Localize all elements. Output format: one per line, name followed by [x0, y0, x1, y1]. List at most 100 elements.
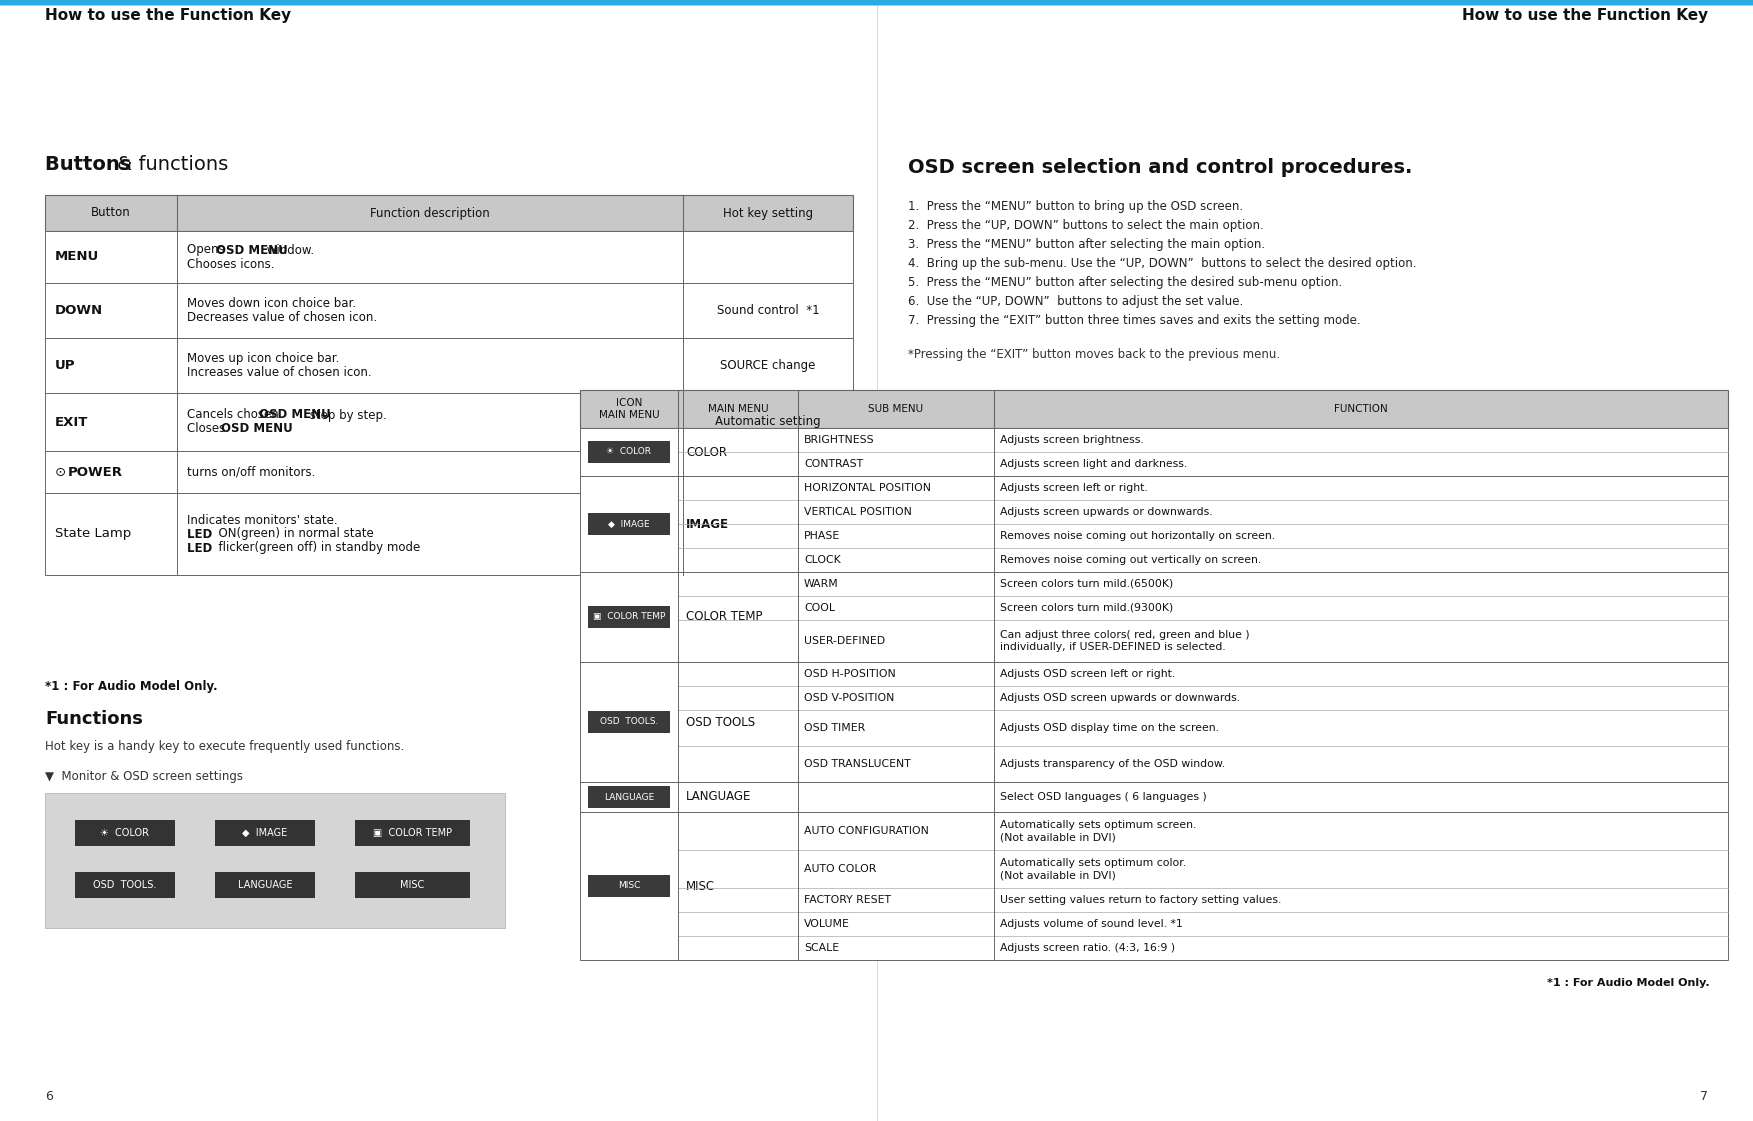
Bar — [587, 711, 670, 733]
Text: Hot key setting: Hot key setting — [722, 206, 813, 220]
Text: OSD TRANSLUCENT: OSD TRANSLUCENT — [805, 759, 912, 769]
Text: 6: 6 — [46, 1090, 53, 1103]
Text: User setting values return to factory setting values.: User setting values return to factory se… — [999, 895, 1281, 905]
Text: (Not available in DVI): (Not available in DVI) — [999, 871, 1117, 880]
Bar — [580, 663, 1728, 782]
Text: Adjusts OSD display time on the screen.: Adjusts OSD display time on the screen. — [999, 723, 1218, 733]
Text: individually, if USER-DEFINED is selected.: individually, if USER-DEFINED is selecte… — [999, 642, 1225, 652]
Bar — [580, 812, 1728, 960]
Text: MISC: MISC — [685, 880, 715, 892]
Text: Adjusts OSD screen upwards or downwards.: Adjusts OSD screen upwards or downwards. — [999, 693, 1239, 703]
Text: 7: 7 — [1700, 1090, 1707, 1103]
Text: 2.  Press the “UP, DOWN” buttons to select the main option.: 2. Press the “UP, DOWN” buttons to selec… — [908, 219, 1264, 232]
Text: Adjusts OSD screen left or right.: Adjusts OSD screen left or right. — [999, 669, 1175, 679]
Bar — [216, 819, 316, 846]
Text: step by step.: step by step. — [307, 408, 387, 421]
Text: Adjusts screen brightness.: Adjusts screen brightness. — [999, 435, 1143, 445]
Text: 7.  Pressing the “EXIT” button three times saves and exits the setting mode.: 7. Pressing the “EXIT” button three time… — [908, 314, 1360, 327]
Text: Automatically sets optimum screen.: Automatically sets optimum screen. — [999, 819, 1196, 830]
Text: OSD  TOOLS.: OSD TOOLS. — [93, 880, 156, 890]
Text: HORIZONTAL POSITION: HORIZONTAL POSITION — [805, 483, 931, 493]
Text: Chooses icons.: Chooses icons. — [188, 258, 275, 270]
Bar — [587, 441, 670, 463]
Text: ◆  IMAGE: ◆ IMAGE — [242, 828, 287, 839]
Text: Adjusts screen upwards or downwards.: Adjusts screen upwards or downwards. — [999, 507, 1213, 517]
Text: 3.  Press the “MENU” button after selecting the main option.: 3. Press the “MENU” button after selecti… — [908, 238, 1266, 251]
Text: Closes: Closes — [188, 423, 230, 435]
Text: ⊙: ⊙ — [54, 465, 67, 479]
Text: Decreases value of chosen icon.: Decreases value of chosen icon. — [188, 311, 377, 324]
Text: MAIN MENU: MAIN MENU — [708, 404, 768, 414]
Text: VERTICAL POSITION: VERTICAL POSITION — [805, 507, 912, 517]
Text: State Lamp: State Lamp — [54, 528, 131, 540]
Text: ◆  IMAGE: ◆ IMAGE — [608, 519, 650, 528]
Text: Buttons: Buttons — [46, 155, 138, 174]
Bar — [75, 819, 175, 846]
Text: *1 : For Audio Model Only.: *1 : For Audio Model Only. — [46, 680, 217, 693]
Text: *Pressing the “EXIT” button moves back to the previous menu.: *Pressing the “EXIT” button moves back t… — [908, 348, 1280, 361]
Bar — [46, 451, 854, 493]
Text: BRIGHTNESS: BRIGHTNESS — [805, 435, 875, 445]
Text: How to use the Function Key: How to use the Function Key — [46, 8, 291, 24]
Text: MAIN MENU: MAIN MENU — [600, 409, 659, 419]
Bar — [75, 872, 175, 898]
Text: ON(green) in normal state: ON(green) in normal state — [210, 528, 373, 540]
Text: LED: LED — [188, 528, 221, 540]
Text: Screen colors turn mild.(9300K): Screen colors turn mild.(9300K) — [999, 603, 1173, 613]
Text: Cancels chosen: Cancels chosen — [188, 408, 282, 421]
Text: SCALE: SCALE — [805, 943, 840, 953]
Text: OSD MENU: OSD MENU — [216, 243, 287, 257]
Text: *1 : For Audio Model Only.: *1 : For Audio Model Only. — [1548, 978, 1709, 988]
Bar — [356, 872, 470, 898]
Text: ▼  Monitor & OSD screen settings: ▼ Monitor & OSD screen settings — [46, 770, 244, 782]
Text: ICON: ICON — [615, 398, 642, 408]
Text: AUTO COLOR: AUTO COLOR — [805, 864, 876, 874]
Text: DOWN: DOWN — [54, 304, 103, 317]
Text: LED: LED — [188, 541, 221, 555]
Text: AUTO CONFIGURATION: AUTO CONFIGURATION — [805, 826, 929, 836]
Text: & functions: & functions — [117, 155, 228, 174]
Text: 6.  Use the “UP, DOWN”  buttons to adjust the set value.: 6. Use the “UP, DOWN” buttons to adjust … — [908, 295, 1243, 308]
Text: OSD MENU: OSD MENU — [259, 408, 331, 421]
Text: OSD V-POSITION: OSD V-POSITION — [805, 693, 894, 703]
Text: UP: UP — [54, 359, 75, 372]
Text: 5.  Press the “MENU” button after selecting the desired sub-menu option.: 5. Press the “MENU” button after selecti… — [908, 276, 1343, 289]
Text: Sound control  *1: Sound control *1 — [717, 304, 819, 317]
Text: LANGUAGE: LANGUAGE — [603, 793, 654, 802]
Text: SUB MENU: SUB MENU — [868, 404, 924, 414]
Bar — [580, 476, 1728, 572]
Bar — [46, 339, 854, 393]
Bar — [46, 493, 854, 575]
Text: Hot key is a handy key to execute frequently used functions.: Hot key is a handy key to execute freque… — [46, 740, 405, 753]
Text: Removes noise coming out horizontally on screen.: Removes noise coming out horizontally on… — [999, 531, 1274, 541]
Text: Can adjust three colors( red, green and blue ): Can adjust three colors( red, green and … — [999, 630, 1250, 639]
Text: (Not available in DVI): (Not available in DVI) — [999, 833, 1117, 843]
Text: .: . — [268, 423, 272, 435]
Text: Adjusts screen light and darkness.: Adjusts screen light and darkness. — [999, 458, 1187, 469]
Text: MISC: MISC — [617, 881, 640, 890]
Text: LANGUAGE: LANGUAGE — [238, 880, 293, 890]
Bar — [580, 428, 1728, 476]
Text: MENU: MENU — [54, 250, 100, 263]
Text: CLOCK: CLOCK — [805, 555, 841, 565]
Text: Moves up icon choice bar.: Moves up icon choice bar. — [188, 352, 340, 365]
Text: Button: Button — [91, 206, 131, 220]
Bar — [46, 793, 505, 928]
Text: LANGUAGE: LANGUAGE — [685, 790, 752, 804]
Bar — [46, 282, 854, 339]
Text: FACTORY RESET: FACTORY RESET — [805, 895, 891, 905]
Text: OSD MENU: OSD MENU — [221, 423, 293, 435]
Bar — [587, 606, 670, 628]
Text: SOURCE change: SOURCE change — [720, 359, 815, 372]
Text: ▣  COLOR TEMP: ▣ COLOR TEMP — [373, 828, 452, 839]
Text: Automatic setting: Automatic setting — [715, 416, 820, 428]
Text: window.: window. — [263, 243, 314, 257]
Bar — [46, 393, 854, 451]
Bar — [587, 786, 670, 808]
Text: OSD TIMER: OSD TIMER — [805, 723, 866, 733]
Text: Functions: Functions — [46, 710, 144, 728]
Text: Screen colors turn mild.(6500K): Screen colors turn mild.(6500K) — [999, 580, 1173, 589]
Text: Increases value of chosen icon.: Increases value of chosen icon. — [188, 365, 372, 379]
Text: Adjusts screen ratio. (4:3, 16:9 ): Adjusts screen ratio. (4:3, 16:9 ) — [999, 943, 1175, 953]
Text: COLOR TEMP: COLOR TEMP — [685, 611, 763, 623]
